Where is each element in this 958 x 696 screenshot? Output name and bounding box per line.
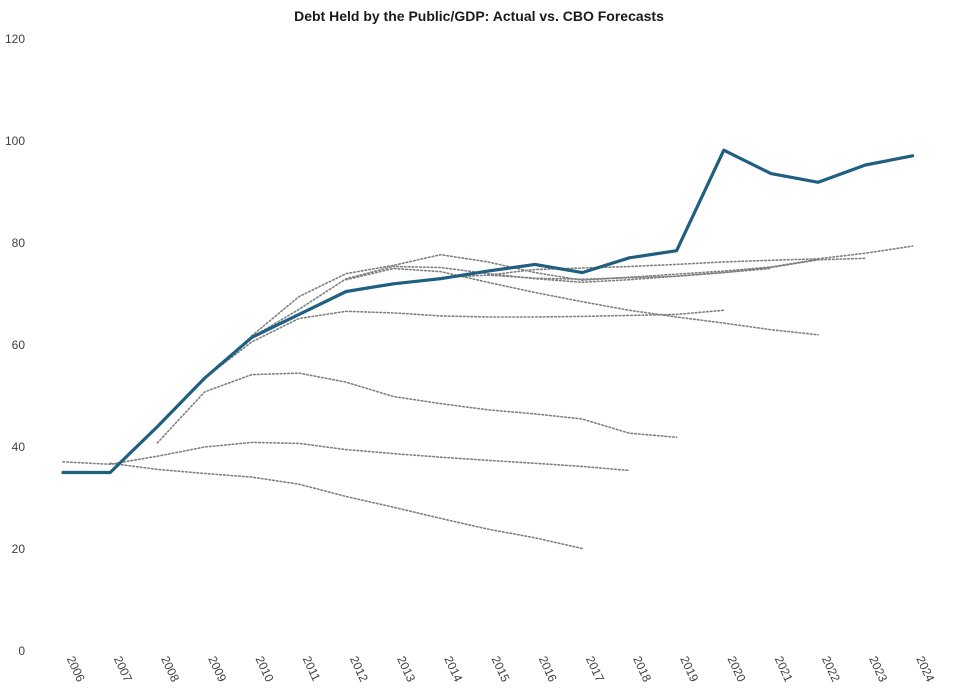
- y-tick-label: 80: [12, 236, 26, 250]
- cbo-forecast-line-2: [62, 441, 631, 472]
- x-tick-label: 2018: [630, 654, 654, 684]
- x-tick-label: 2007: [111, 654, 135, 684]
- x-tick-label: 2009: [205, 654, 229, 684]
- x-tick-label: 2016: [536, 654, 560, 684]
- x-tick-label: 2014: [441, 654, 465, 684]
- y-tick-label: 120: [5, 32, 25, 46]
- cbo-forecast-line-6: [251, 253, 820, 337]
- x-tick-label: 2010: [253, 654, 277, 684]
- actual-series-group: [61, 148, 915, 475]
- x-tick-label: 2019: [677, 654, 701, 684]
- y-tick-label: 40: [12, 440, 26, 454]
- x-tick-label: 2006: [64, 654, 88, 684]
- cbo-forecast-line-3: [156, 372, 678, 444]
- x-tick-label: 2008: [158, 654, 182, 684]
- cbo-forecast-line-9: [486, 245, 914, 276]
- y-tick-label: 60: [12, 338, 26, 352]
- cbo-forecast-line-7: [345, 267, 820, 336]
- x-tick-label: 2013: [394, 654, 418, 684]
- forecast-series-group: [62, 245, 914, 550]
- actual-debt-line: [61, 148, 915, 475]
- y-tick-label: 0: [18, 644, 25, 658]
- cbo-forecast-line-1: [109, 462, 584, 550]
- y-tick-label: 20: [12, 542, 26, 556]
- cbo-forecast-line-8: [392, 257, 867, 285]
- cbo-forecast-line-4: [203, 309, 725, 380]
- x-tick-label: 2012: [347, 654, 371, 684]
- x-tick-label: 2020: [725, 654, 749, 684]
- x-axis: 2006 2007 2008 2009 2010 2011 2012 2013 2014 2015…: [64, 654, 938, 684]
- y-tick-label: 100: [5, 134, 25, 148]
- y-axis: 0 20 40 60 80 100 120: [5, 32, 25, 658]
- x-tick-label: 2017: [583, 654, 607, 684]
- x-tick-label: 2022: [819, 654, 843, 684]
- x-tick-label: 2024: [913, 654, 937, 684]
- x-tick-label: 2023: [866, 654, 890, 684]
- x-tick-label: 2011: [300, 654, 324, 684]
- chart-title: Debt Held by the Public/GDP: Actual vs. …: [294, 8, 664, 24]
- x-tick-label: 2021: [772, 654, 796, 684]
- x-tick-label: 2015: [489, 654, 513, 684]
